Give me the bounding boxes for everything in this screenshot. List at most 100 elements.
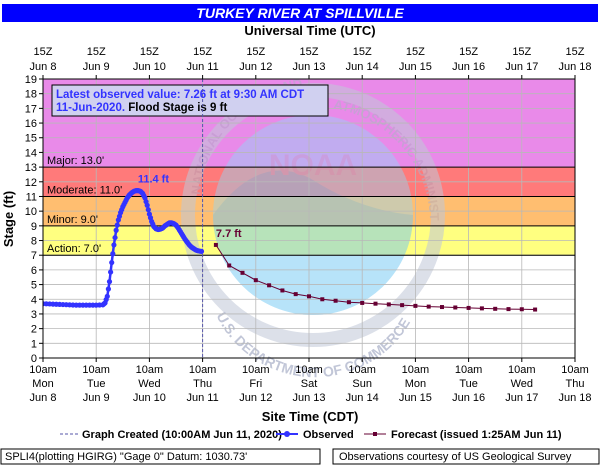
forecast-point — [440, 305, 444, 310]
forecast-point — [213, 242, 218, 247]
x-tick-date: Jun 10 — [133, 392, 166, 404]
top-tick-time: 15Z — [566, 46, 585, 58]
y-tick-label: 3 — [31, 309, 37, 321]
forecast-point — [320, 297, 325, 302]
observed-point — [112, 234, 118, 241]
x-tick-date: Jun 18 — [558, 392, 591, 404]
top-tick-time: 15Z — [246, 46, 265, 58]
legend: Graph Created (10:00AM Jun 11, 2020) Obs… — [60, 429, 562, 441]
x-axis-top: 15Z Jun 8 15Z Jun 9 15Z Jun 10 15Z Jun 11 15Z Jun… — [30, 46, 592, 79]
flood-category-labels: Action: 7.0' Minor: 9.0' Moderate: 11.0' Ma… — [47, 155, 122, 255]
forecast-point — [253, 278, 258, 283]
top-tick-time: 15Z — [87, 46, 106, 58]
x-tick-time: 10am — [242, 364, 270, 376]
legend-forecast-label: Forecast (issued 1:25AM Jun 11) — [391, 429, 562, 441]
forecast-point — [267, 283, 272, 288]
x-tick-date: Jun 13 — [292, 392, 325, 404]
forecast-point — [479, 306, 484, 311]
top-tick-date: Jun 11 — [186, 61, 218, 73]
forecast-point — [293, 292, 298, 297]
category-label-major: Major: 13.0' — [47, 155, 104, 167]
forecast-point — [227, 263, 232, 268]
x-tick-date: Jun 8 — [30, 392, 57, 404]
observed-point — [145, 207, 151, 213]
x-tick-day: Thu — [566, 378, 585, 390]
peak-label-0: 11.4 ft — [138, 174, 170, 186]
footer-left-box — [0, 448, 321, 465]
y-tick-label: 4 — [31, 294, 37, 306]
x-tick-date: Jun 9 — [83, 392, 110, 404]
top-tick-time: 15Z — [512, 46, 531, 58]
top-tick-date: Jun 10 — [133, 61, 166, 73]
y-tick-label: 5 — [31, 280, 37, 292]
observed-point — [109, 259, 115, 266]
forecast-point — [466, 305, 471, 310]
watermark-center-text: NOAA — [269, 149, 357, 182]
x-tick-day: Wed — [138, 378, 160, 390]
observed-point — [113, 227, 119, 233]
forecast-point — [373, 301, 378, 306]
x-tick-time: 10am — [29, 364, 57, 376]
y-tick-label: 12 — [25, 177, 37, 189]
observed-point — [198, 248, 205, 254]
x-tick-date: Jun 12 — [239, 392, 272, 404]
x-tick-date: Jun 11 — [186, 392, 218, 404]
chart-title: TURKEY RIVER AT SPILLVILLE — [196, 5, 404, 21]
observed-point — [144, 202, 150, 208]
y-tick-label: 2 — [31, 324, 37, 336]
series-layer — [43, 188, 538, 312]
x-tick-day: Wed — [511, 378, 533, 390]
top-tick-date: Jun 18 — [558, 61, 591, 73]
forecast-point — [493, 306, 498, 311]
footer-left-text: SPLI4(plotting HGIRG) "Gage 0" Datum: 10… — [5, 451, 247, 463]
forecast-point — [240, 270, 245, 275]
x-tick-date: Jun 17 — [505, 392, 538, 404]
x-tick-time: 10am — [189, 364, 217, 376]
y-tick-label: 17 — [25, 103, 37, 115]
y-tick-label: 1 — [31, 338, 37, 350]
forecast-point — [400, 303, 405, 308]
y-tick-label: 9 — [31, 221, 37, 233]
forecast-point — [386, 302, 391, 307]
legend-observed-marker — [284, 431, 290, 437]
y-tick-label: 16 — [25, 118, 37, 130]
y-tick-label: 14 — [25, 147, 37, 159]
observed-point — [106, 279, 113, 285]
category-label-minor: Minor: 9.0' — [47, 214, 98, 226]
forecast-point — [519, 307, 524, 312]
y-tick-label: 19 — [25, 74, 37, 86]
annotations: 11.4 ft 7.7 ft — [138, 174, 242, 240]
forecast-point — [506, 307, 511, 312]
forecast-point — [453, 305, 458, 310]
top-tick-date: Jun 14 — [346, 61, 379, 73]
x-tick-date: Jun 15 — [399, 392, 432, 404]
top-tick-date: Jun 13 — [292, 61, 325, 73]
x-tick-time: 10am — [508, 364, 536, 376]
x-tick-day: Mon — [405, 378, 426, 390]
forecast-point — [533, 307, 538, 312]
y-axis-label: Stage (ft) — [1, 191, 16, 247]
x-tick-day: Tue — [459, 378, 478, 390]
y-tick-label: 0 — [31, 353, 37, 365]
top-tick-time: 15Z — [300, 46, 319, 58]
top-tick-time: 15Z — [353, 46, 372, 58]
top-tick-date: Jun 17 — [505, 61, 538, 73]
forecast-point — [280, 288, 285, 293]
x-tick-day: Thu — [193, 378, 212, 390]
title-bar — [2, 4, 598, 22]
y-tick-label: 8 — [31, 236, 37, 248]
x-tick-time: 10am — [402, 364, 430, 376]
observed-point — [108, 269, 114, 275]
forecast-point — [333, 298, 338, 303]
y-tick-label: 7 — [31, 250, 37, 262]
forecast-point — [307, 294, 311, 299]
category-label-action: Action: 7.0' — [47, 243, 101, 255]
y-tick-label: 13 — [25, 162, 37, 174]
x-tick-day: Mon — [32, 378, 53, 390]
top-tick-time: 15Z — [193, 46, 212, 58]
latest-value-line1: Latest observed value: 7.26 ft at 9:30 A… — [56, 89, 304, 101]
top-axis-title: Universal Time (UTC) — [244, 23, 375, 38]
forecast-point — [360, 300, 365, 305]
y-tick-label: 6 — [31, 265, 37, 277]
